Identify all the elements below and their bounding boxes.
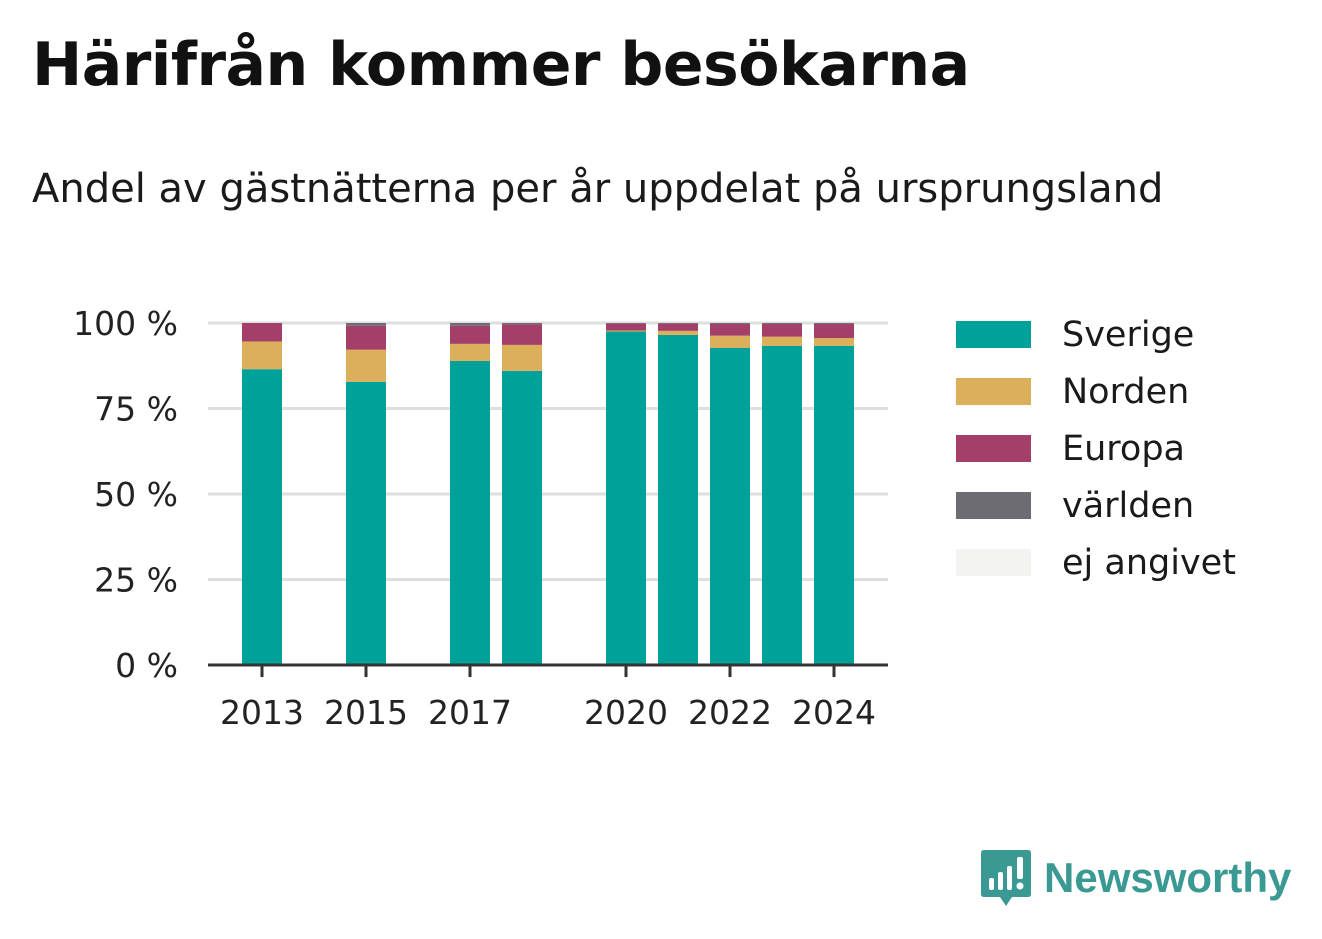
x-tick-label: 2017	[428, 693, 512, 732]
bar-segment-norden-2021	[658, 330, 698, 335]
legend: Sverige Norden Europa världen ej angivet	[956, 306, 1236, 591]
y-tick-label: 0 %	[115, 646, 178, 685]
legend-label: världen	[1062, 485, 1195, 526]
bar-segment-världen-2018	[502, 323, 542, 325]
newsworthy-logo: Newsworthy	[980, 848, 1291, 908]
bar-segment-världen-2024	[814, 323, 854, 325]
brand-name: Newsworthy	[1044, 854, 1292, 901]
x-tick-label: 2022	[688, 693, 772, 732]
legend-item: världen	[956, 477, 1236, 534]
legend-label: ej angivet	[1062, 542, 1236, 583]
bar-segment-norden-2023	[762, 336, 802, 346]
bar-segment-sverige-2024	[814, 345, 854, 665]
x-tick-label: 2015	[324, 693, 408, 732]
x-tick-label: 2024	[792, 693, 876, 732]
bar-segment-norden-2022	[710, 335, 750, 348]
bar-segment-europa-2018	[502, 324, 542, 345]
y-tick-label: 75 %	[94, 390, 178, 429]
bar-segment-världen-2021	[658, 323, 698, 324]
legend-label: Europa	[1062, 428, 1185, 469]
bar-segment-norden-2015	[346, 349, 386, 382]
legend-item: Europa	[956, 420, 1236, 477]
bar-chart-speech-bubble-icon	[981, 850, 1031, 906]
legend-label: Sverige	[1062, 314, 1195, 355]
bar-segment-världen-2020	[606, 323, 646, 324]
bar-stacks	[242, 323, 854, 665]
bar-segment-sverige-2020	[606, 331, 646, 665]
bar-segment-europa-2024	[814, 324, 854, 339]
bar-segment-norden-2018	[502, 344, 542, 371]
bar-segment-europa-2015	[346, 325, 386, 350]
legend-swatch	[956, 492, 1031, 519]
bar-segment-världen-2023	[762, 323, 802, 325]
legend-swatch	[956, 549, 1031, 576]
bar-segment-europa-2017	[450, 325, 490, 344]
legend-item: Norden	[956, 363, 1236, 420]
bar-segment-sverige-2015	[346, 381, 386, 665]
legend-item: Sverige	[956, 306, 1236, 363]
axes: 0 % 25 % 50 % 75 % 100 % 2013 2015 2017 2020 2022…	[73, 304, 888, 732]
y-tick-label: 25 %	[94, 561, 178, 600]
bar-segment-norden-2017	[450, 343, 490, 361]
bar-segment-europa-2021	[658, 323, 698, 331]
chart-subtitle: Andel av gästnätterna per år uppdelat på…	[32, 166, 1164, 212]
legend-swatch	[956, 321, 1031, 348]
y-tick-label: 100 %	[73, 304, 178, 343]
legend-label: Norden	[1062, 371, 1190, 412]
bar-segment-sverige-2023	[762, 345, 802, 665]
bar-segment-sverige-2018	[502, 370, 542, 665]
bar-segment-världen-2015	[346, 323, 386, 326]
x-tick-label: 2020	[584, 693, 668, 732]
stacked-bar-chart: 0 % 25 % 50 % 75 % 100 % 2013 2015 2017 2020 2022…	[73, 304, 888, 732]
bar-segment-norden-2013	[242, 341, 282, 370]
bar-segment-sverige-2017	[450, 360, 490, 665]
legend-item: ej angivet	[956, 534, 1236, 591]
bar-segment-europa-2023	[762, 324, 802, 337]
bar-segment-norden-2024	[814, 338, 854, 346]
x-tick-label: 2013	[220, 693, 304, 732]
bar-segment-europa-2022	[710, 324, 750, 336]
bar-segment-världen-2017	[450, 323, 490, 326]
bar-segment-europa-2020	[606, 323, 646, 331]
bar-segment-sverige-2021	[658, 334, 698, 665]
y-tick-label: 50 %	[94, 475, 178, 514]
legend-swatch	[956, 378, 1031, 405]
bar-segment-europa-2013	[242, 323, 282, 342]
bar-segment-världen-2022	[710, 323, 750, 325]
bar-segment-norden-2020	[606, 330, 646, 332]
legend-swatch	[956, 435, 1031, 462]
bar-segment-sverige-2022	[710, 347, 750, 665]
chart-title: Härifrån kommer besökarna	[32, 30, 970, 100]
bar-segment-sverige-2013	[242, 369, 282, 665]
